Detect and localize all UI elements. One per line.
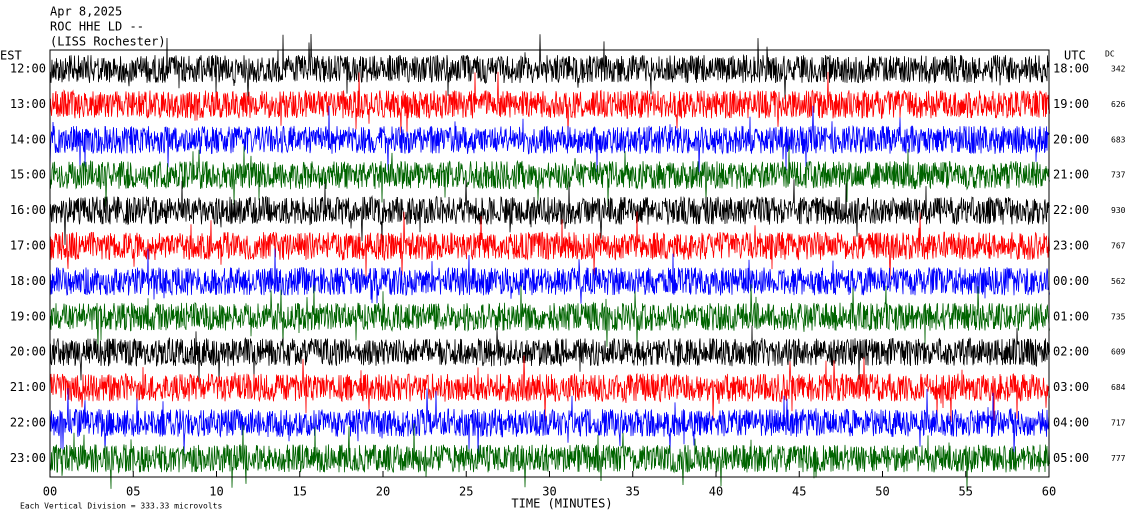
dc-value: 626 [1111,100,1126,109]
est-label: 20:00 [10,345,46,359]
x-tick-label: 05 [126,485,140,499]
utc-label: 22:00 [1053,203,1089,217]
trace [49,71,1050,136]
trace [49,105,1050,175]
est-label: 16:00 [10,203,46,217]
trace [49,423,1050,492]
utc-label: 02:00 [1053,345,1089,359]
x-tick-label: 60 [1042,485,1056,499]
x-tick-label: 10 [209,485,223,499]
x-axis-label: TIME (MINUTES) [511,497,612,511]
dc-value: 342 [1111,65,1126,74]
trace [49,355,1050,423]
trace [49,325,1050,388]
x-tick-label: 55 [959,485,973,499]
title-line: (LISS Rochester) [50,35,166,49]
est-label: 22:00 [10,416,46,430]
dc-value: 609 [1111,348,1126,357]
trace [49,145,1050,207]
est-label: 15:00 [10,168,46,182]
x-tick-label: 50 [875,485,889,499]
est-label: 19:00 [10,309,46,323]
dc-value: 562 [1111,277,1126,286]
trace [49,248,1050,304]
x-tick-label: 45 [792,485,806,499]
x-tick-label: 15 [293,485,307,499]
trace [49,211,1050,279]
dc-label: DC [1105,50,1115,59]
traces [49,33,1050,492]
trace [49,284,1050,351]
est-label: 18:00 [10,274,46,288]
dc-value: 767 [1111,242,1126,251]
utc-label: 20:00 [1053,132,1089,146]
utc-label: 03:00 [1053,380,1089,394]
utc-label: 01:00 [1053,309,1089,323]
trace [49,388,1050,458]
utc-label: 05:00 [1053,451,1089,465]
footer: Each Vertical Division = 333.33 microvol… [20,502,222,511]
est-label: 13:00 [10,97,46,111]
x-tick-label: 25 [459,485,473,499]
est-label: 12:00 [10,62,46,76]
x-tick-label: 30 [542,485,556,499]
utc-label: 00:00 [1053,274,1089,288]
trace [49,179,1050,245]
dc-value: 930 [1111,206,1126,215]
est-label: 21:00 [10,380,46,394]
right-axis-label: UTC [1064,49,1086,63]
x-tick-label: 00 [43,485,57,499]
dc-value: 683 [1111,135,1126,144]
utc-label: 21:00 [1053,168,1089,182]
title-line: Apr 8,2025 [50,5,122,19]
dc-value: 737 [1111,171,1126,180]
trace [49,33,1050,100]
utc-label: 23:00 [1053,239,1089,253]
utc-label: 04:00 [1053,416,1089,430]
dc-value: 777 [1111,454,1126,463]
dc-value: 684 [1111,383,1126,392]
x-tick-label: 20 [376,485,390,499]
est-label: 17:00 [10,239,46,253]
title-line: ROC HHE LD -- [50,20,144,34]
est-label: 23:00 [10,451,46,465]
x-tick-label: 35 [626,485,640,499]
dc-value: 717 [1111,419,1126,428]
est-label: 14:00 [10,132,46,146]
utc-label: 19:00 [1053,97,1089,111]
left-axis-label: EST [0,49,22,63]
x-tick-label: 40 [709,485,723,499]
utc-label: 18:00 [1053,62,1089,76]
dc-value: 735 [1111,312,1126,321]
